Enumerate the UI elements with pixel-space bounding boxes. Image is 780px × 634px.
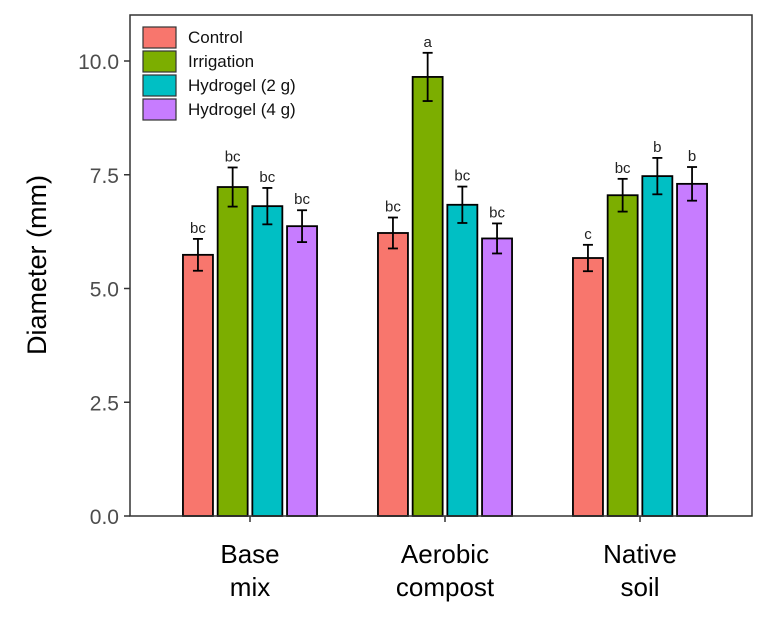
bar xyxy=(572,257,604,517)
significance-letter: bc xyxy=(259,169,275,186)
legend-label: Irrigation xyxy=(188,52,254,71)
y-tick-label: 7.5 xyxy=(90,165,119,188)
bar xyxy=(606,194,639,517)
significance-letter: bc xyxy=(190,220,206,237)
bar xyxy=(481,237,513,517)
significance-letter: c xyxy=(584,226,592,243)
y-tick-label: 2.5 xyxy=(90,392,119,415)
x-tick-label: Base xyxy=(220,539,279,569)
y-tick-label: 5.0 xyxy=(90,279,119,302)
legend-swatch xyxy=(142,98,177,121)
bars-layer: bc bc bc bc bc a bc bc c bc b b xyxy=(182,34,708,517)
bar xyxy=(676,182,708,517)
x-tick-label: soil xyxy=(620,572,659,602)
x-tick-label: mix xyxy=(230,572,270,602)
bar xyxy=(377,232,409,517)
significance-letter: b xyxy=(653,139,661,156)
bar xyxy=(641,175,674,517)
significance-letter: bc xyxy=(454,168,470,185)
bar xyxy=(216,186,249,517)
significance-letter: bc xyxy=(294,191,310,208)
bar xyxy=(286,225,318,517)
significance-letter: bc xyxy=(615,160,631,177)
significance-letter: a xyxy=(423,34,432,51)
bar xyxy=(446,203,479,517)
significance-letter: bc xyxy=(385,199,401,216)
plot-frame xyxy=(129,14,753,517)
significance-letter: b xyxy=(688,148,696,165)
bar xyxy=(182,253,214,517)
y-axis: 0.0 2.5 5.0 7.5 10.0 xyxy=(78,51,130,529)
x-tick-label: compost xyxy=(396,572,495,602)
significance-letter: bc xyxy=(489,204,505,221)
legend-label: Hydrogel (4 g) xyxy=(188,100,296,119)
y-tick-label: 0.0 xyxy=(90,506,119,529)
y-axis-label: Diameter (mm) xyxy=(22,175,52,355)
y-tick-label: 10.0 xyxy=(78,51,119,74)
x-tick-label: Native xyxy=(603,539,677,569)
legend-label: Control xyxy=(188,28,243,47)
legend-swatch xyxy=(142,50,177,73)
bar xyxy=(251,205,284,517)
legend: Control Irrigation Hydrogel (2 g) Hydrogel … xyxy=(142,26,296,121)
x-tick-label: Aerobic xyxy=(401,539,489,569)
legend-swatch xyxy=(142,74,177,97)
bar xyxy=(411,76,444,517)
legend-label: Hydrogel (2 g) xyxy=(188,76,296,95)
significance-letter: bc xyxy=(225,148,241,165)
legend-swatch xyxy=(142,26,177,49)
